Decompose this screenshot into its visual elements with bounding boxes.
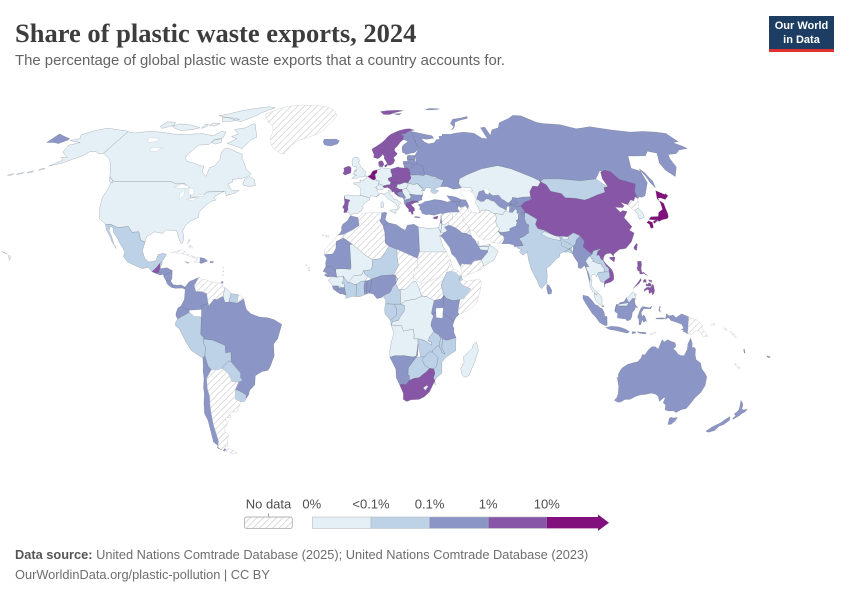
svg-text:0%: 0%	[302, 497, 321, 512]
svg-text:1%: 1%	[479, 497, 498, 512]
svg-text:10%: 10%	[534, 497, 560, 512]
svg-text:0.1%: 0.1%	[415, 497, 445, 512]
svg-text:No data: No data	[246, 497, 292, 512]
svg-text:<0.1%: <0.1%	[352, 497, 390, 512]
